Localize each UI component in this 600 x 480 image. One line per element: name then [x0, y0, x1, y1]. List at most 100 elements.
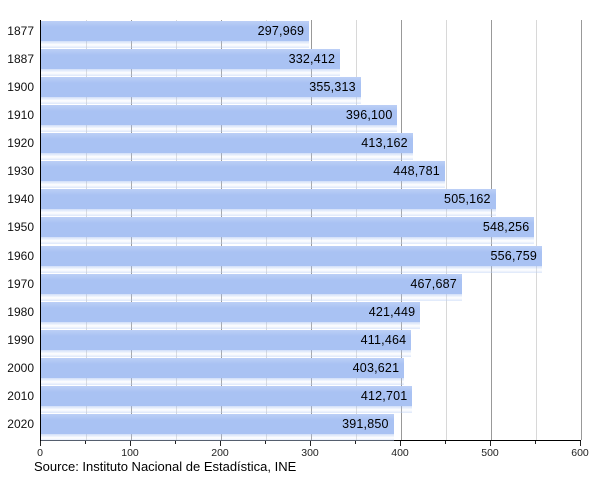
- bar-value-label: 412,701: [360, 389, 408, 403]
- bar-value-label: 396,100: [345, 108, 393, 122]
- bar-value-label: 413,162: [361, 136, 408, 150]
- bar-value-label: 556,759: [490, 249, 538, 263]
- bar-row: 411,464: [41, 330, 581, 358]
- bar-row: 391,850: [41, 414, 581, 442]
- bar-row: 548,256: [41, 217, 581, 245]
- y-axis-label: 2010: [7, 389, 34, 403]
- bar-reflection: [41, 41, 310, 48]
- x-tick-label: 600: [571, 447, 589, 459]
- x-tick: [535, 441, 536, 444]
- x-tick-label: 200: [211, 447, 229, 459]
- bar-value-label: 411,464: [360, 333, 407, 347]
- bar-reflection: [41, 406, 413, 413]
- bar-row: 355,313: [41, 77, 581, 105]
- source-caption: Source: Instituto Nacional de Estadístic…: [34, 459, 297, 474]
- bar: 556,759: [41, 246, 543, 266]
- bar-value-label: 505,162: [444, 192, 491, 206]
- x-tick: [175, 441, 176, 444]
- bar: 421,449: [41, 302, 421, 322]
- x-tick: [400, 441, 401, 446]
- y-axis-label: 1877: [7, 24, 34, 38]
- bar-reflection: [41, 69, 341, 76]
- y-axis-label: 1887: [7, 52, 34, 66]
- bar-row: 332,412: [41, 49, 581, 77]
- y-axis-label: 1980: [7, 305, 34, 319]
- plot-area: 297,969 332,412 355,313 396,100 413,162 448,7…: [40, 20, 582, 442]
- bar-value-label: 297,969: [257, 24, 305, 38]
- bar: 396,100: [41, 105, 398, 125]
- bar-value-label: 332,412: [288, 52, 336, 66]
- y-axis-label: 1960: [7, 249, 34, 263]
- bar-reflection: [41, 434, 394, 441]
- gridline-major: [581, 20, 582, 440]
- x-tick-label: 400: [391, 447, 409, 459]
- y-axis-label: 1970: [7, 277, 34, 291]
- bar-value-label: 403,621: [352, 361, 400, 375]
- y-axis-label: 2000: [7, 361, 34, 375]
- bar-reflection: [41, 266, 543, 273]
- bar-value-label: 467,687: [410, 277, 457, 291]
- y-axis-label: 1990: [7, 333, 34, 347]
- bar: 467,687: [41, 274, 462, 294]
- x-tick-label: 0: [37, 447, 43, 459]
- x-tick-label: 500: [481, 447, 499, 459]
- bar-row: 403,621: [41, 358, 581, 386]
- bar-row: 297,969: [41, 21, 581, 49]
- bar: 448,781: [41, 161, 445, 181]
- bar-reflection: [41, 181, 445, 188]
- bar-row: 467,687: [41, 274, 581, 302]
- x-tick: [220, 441, 221, 446]
- bar-reflection: [41, 97, 361, 104]
- x-tick: [490, 441, 491, 446]
- bar: 297,969: [41, 21, 310, 41]
- bar-row: 505,162: [41, 189, 581, 217]
- bar-row: 413,162: [41, 133, 581, 161]
- bar-reflection: [41, 378, 405, 385]
- y-axis-label: 1950: [7, 220, 34, 234]
- y-axis-label: 1930: [7, 164, 34, 178]
- bar-reflection: [41, 153, 413, 160]
- x-tick-label: 100: [121, 447, 139, 459]
- bar-value-label: 448,781: [393, 164, 440, 178]
- bar: 412,701: [41, 386, 413, 406]
- bar-reflection: [41, 294, 462, 301]
- y-axis-label: 1900: [7, 80, 34, 94]
- bar: 403,621: [41, 358, 405, 378]
- x-tick: [445, 441, 446, 444]
- bar: 355,313: [41, 77, 361, 97]
- bar: 548,256: [41, 217, 535, 237]
- bar-reflection: [41, 322, 421, 329]
- x-tick: [265, 441, 266, 444]
- bar: 505,162: [41, 189, 496, 209]
- x-tick: [85, 441, 86, 444]
- bar-row: 556,759: [41, 246, 581, 274]
- y-axis-label: 2020: [7, 417, 34, 431]
- x-tick-label: 300: [301, 447, 319, 459]
- bar-row: 448,781: [41, 161, 581, 189]
- bar-row: 412,701: [41, 386, 581, 414]
- bar-row: 421,449: [41, 302, 581, 330]
- bar-value-label: 355,313: [309, 80, 356, 94]
- x-tick: [310, 441, 311, 446]
- bar: 411,464: [41, 330, 412, 350]
- bar-reflection: [41, 237, 535, 244]
- y-axis-label: 1910: [7, 108, 34, 122]
- x-tick: [130, 441, 131, 446]
- x-tick: [355, 441, 356, 444]
- bar-value-label: 391,850: [342, 417, 389, 431]
- x-tick: [580, 441, 581, 446]
- bar-value-label: 421,449: [368, 305, 416, 319]
- gridline-minor: [536, 20, 537, 440]
- x-tick: [40, 441, 41, 446]
- y-axis-label: 1940: [7, 192, 34, 206]
- bar: 413,162: [41, 133, 413, 153]
- bar-reflection: [41, 209, 496, 216]
- bar-reflection: [41, 125, 398, 132]
- bar: 391,850: [41, 414, 394, 434]
- bar: 332,412: [41, 49, 341, 69]
- bar-reflection: [41, 350, 412, 357]
- bar-row: 396,100: [41, 105, 581, 133]
- bar-value-label: 548,256: [482, 220, 530, 234]
- y-axis-label: 1920: [7, 136, 34, 150]
